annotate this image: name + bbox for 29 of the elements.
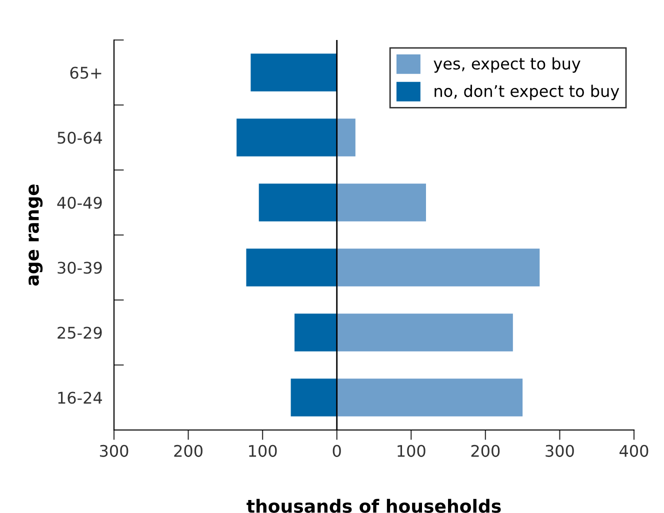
- bar: [294, 314, 337, 352]
- y-tick-label: 50-64: [58, 132, 102, 144]
- y-tick-label: 16-24: [58, 392, 102, 404]
- x-tick-label: 200: [471, 444, 500, 457]
- legend-label: no, don’t expect to buy: [434, 84, 620, 100]
- x-tick-label: 200: [174, 444, 202, 457]
- y-tick-label: 65+: [70, 66, 102, 79]
- bar: [236, 118, 337, 156]
- y-tick-label: 30-39: [58, 262, 102, 274]
- x-tick-label: 0: [332, 444, 341, 457]
- x-tick-label: 300: [546, 444, 574, 457]
- bar: [336, 314, 513, 352]
- bar: [336, 118, 356, 156]
- bar: [336, 184, 426, 222]
- x-tick-label: 400: [620, 444, 648, 457]
- y-tick-label: 25-29: [58, 326, 102, 339]
- y-tick-label: 40-49: [57, 196, 102, 209]
- bar: [336, 248, 540, 286]
- x-tick-label: 300: [100, 444, 128, 457]
- x-tick-label: 100: [398, 444, 426, 457]
- x-tick-label: 100: [249, 444, 277, 457]
- bar: [336, 378, 523, 416]
- bar: [250, 54, 337, 92]
- bar: [290, 378, 337, 416]
- bar: [258, 184, 337, 222]
- y-axis-title: age range: [28, 184, 43, 286]
- legend-label: yes, expect to buy: [434, 57, 580, 73]
- bar: [246, 248, 337, 286]
- x-axis-title: thousands of households: [246, 498, 501, 513]
